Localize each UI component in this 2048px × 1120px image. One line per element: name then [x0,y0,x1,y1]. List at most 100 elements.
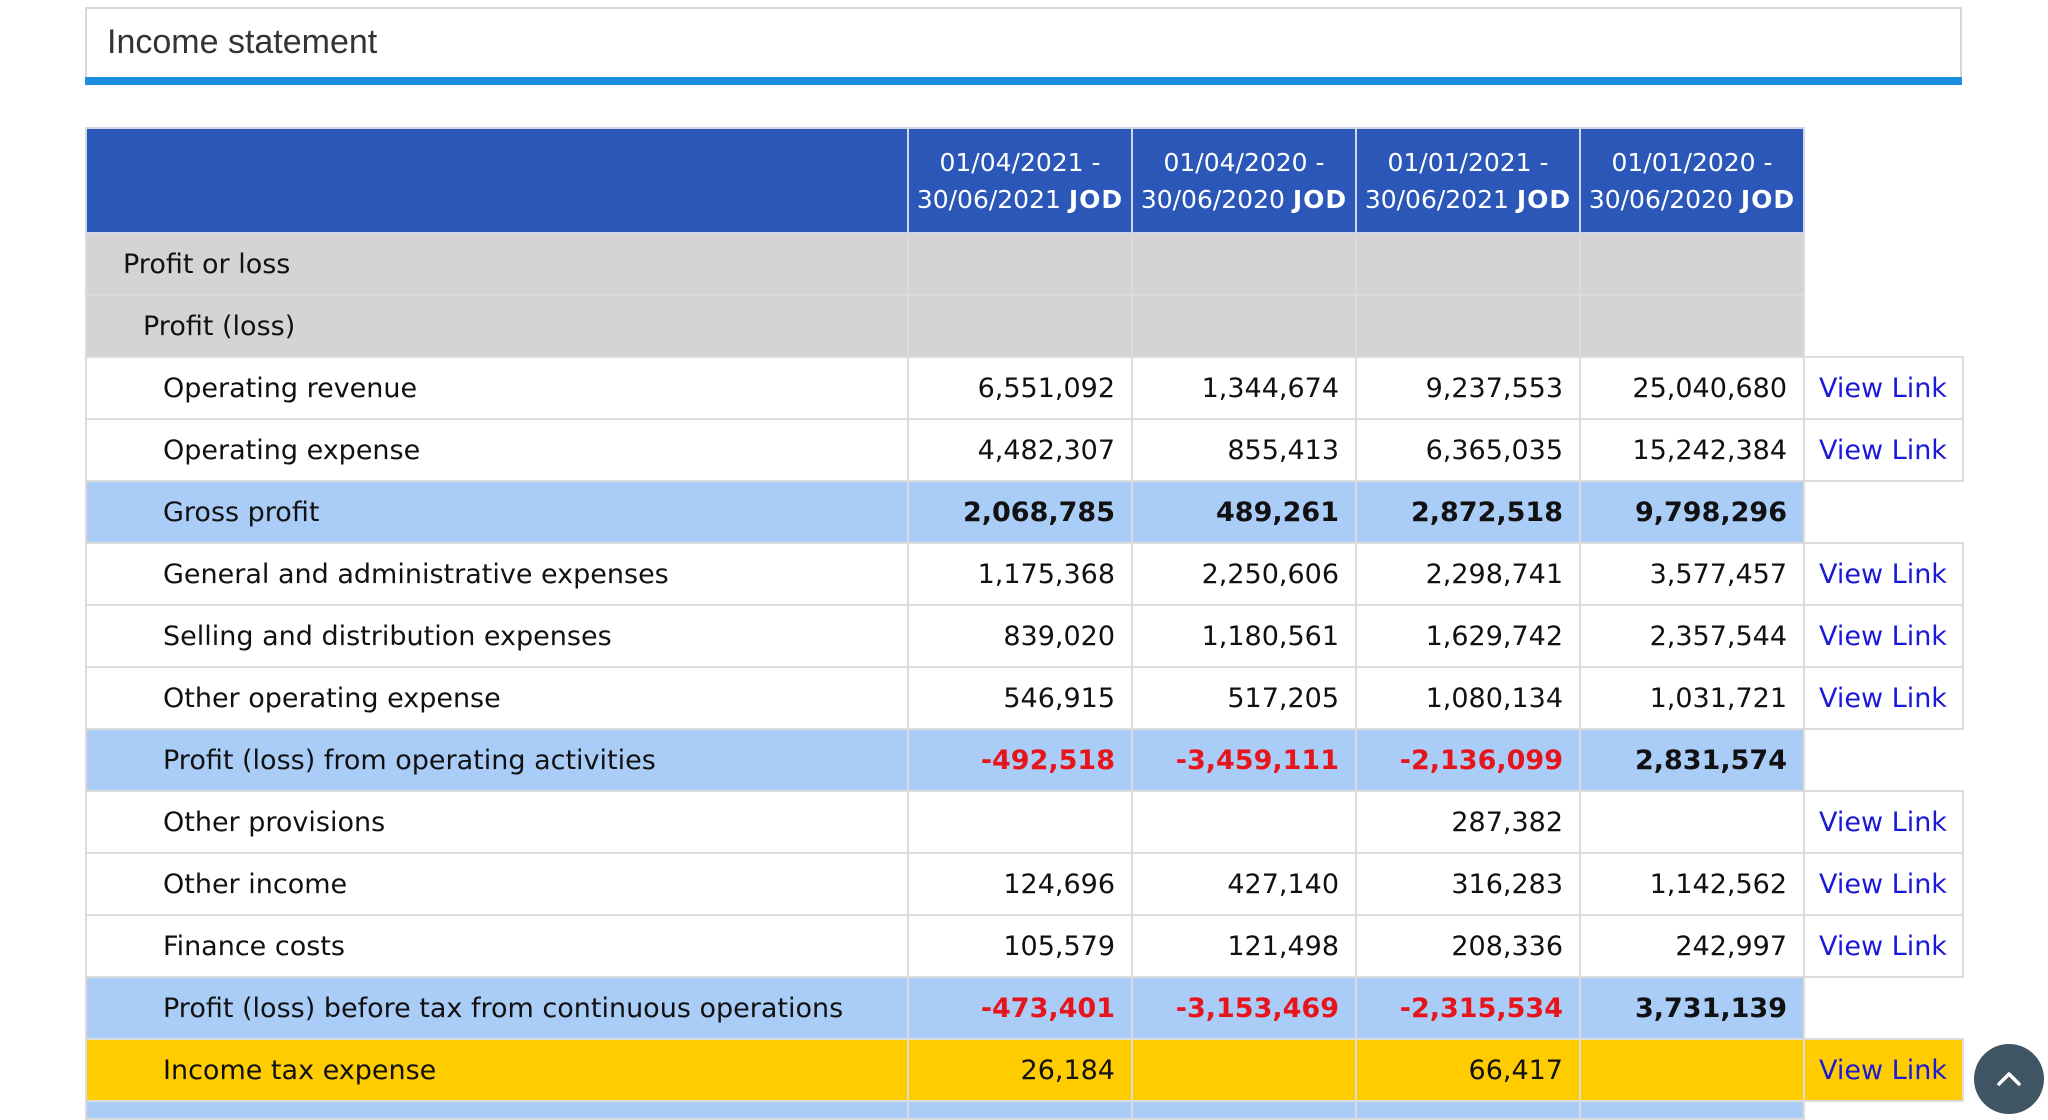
row-label: Profit (loss) from operating activities [85,728,909,792]
value-cell: 3,577,457 [1579,542,1805,606]
value-cell: 15,242,384 [1579,418,1805,482]
value-cell: 287,382 [1355,790,1581,854]
view-link[interactable]: View Link [1803,604,1964,668]
value-cell: 839,020 [907,604,1133,668]
value-cell [907,790,1133,854]
value-cell: 124,696 [907,852,1133,916]
value-cell: -2,136,099 [1355,728,1581,792]
row-label: Other income [85,852,909,916]
value-cell [1355,1100,1581,1120]
row-label: Gross profit [85,480,909,544]
value-cell: 9,798,296 [1579,480,1805,544]
period-column-header: 01/04/2021 - 30/06/2021 JOD [907,127,1133,234]
row-label: Other provisions [85,790,909,854]
value-cell: -492,518 [907,728,1133,792]
value-cell: 489,261 [1131,480,1357,544]
income-statement-panel-header: Income statement [85,7,1962,79]
row-label: Profit (loss) [85,294,909,358]
value-cell: 517,205 [1131,666,1357,730]
value-cell: 855,413 [1131,418,1357,482]
view-link[interactable]: View Link [1803,418,1964,482]
table-header-row: 01/04/2021 - 30/06/2021 JOD 01/04/2020 -… [85,127,1963,234]
value-cell [1579,790,1805,854]
value-cell: 208,336 [1355,914,1581,978]
value-cell: 105,579 [907,914,1133,978]
table-row-partial [85,1100,1963,1120]
row-label: Income tax expense [85,1038,909,1102]
chevron-up-icon [1997,1072,2021,1086]
value-cell: 1,175,368 [907,542,1133,606]
value-cell [1579,232,1805,296]
scroll-to-top-button[interactable] [1974,1044,2044,1114]
row-label: Other operating expense [85,666,909,730]
panel-title: Income statement [107,23,378,61]
value-cell [1579,294,1805,358]
view-link[interactable]: View Link [1803,356,1964,420]
value-cell: -3,459,111 [1131,728,1357,792]
value-cell: 546,915 [907,666,1133,730]
view-link[interactable]: View Link [1803,666,1964,730]
row-label: Selling and distribution expenses [85,604,909,668]
value-cell: 2,831,574 [1579,728,1805,792]
value-cell [1131,1038,1357,1102]
value-cell: 121,498 [1131,914,1357,978]
value-cell: 4,482,307 [907,418,1133,482]
table-body: Profit or loss Profit (loss) Operating rev… [85,232,1964,1120]
value-cell: 26,184 [907,1038,1133,1102]
view-link[interactable]: View Link [1803,1038,1964,1102]
table-row: Gross profit 2,068,785 489,261 2,872,518 9,7… [85,480,1963,544]
value-cell [1131,1100,1357,1120]
table-row: Profit (loss) before tax from continuous… [85,976,1963,1040]
row-label: Operating revenue [85,356,909,420]
empty-link-cell [1804,481,1963,543]
view-link[interactable]: View Link [1803,914,1964,978]
value-cell: 2,250,606 [1131,542,1357,606]
table-row: General and administrative expenses 1,175… [85,542,1964,606]
value-cell [1131,294,1357,358]
table-row: Profit (loss) [85,294,1963,358]
empty-link-cell [1804,729,1963,791]
table-row: Other operating expense 546,915 517,205 1,0… [85,666,1964,730]
label-column-header [85,127,909,234]
value-cell: 2,872,518 [1355,480,1581,544]
link-column-header [1804,128,1963,233]
value-cell: 2,068,785 [907,480,1133,544]
value-cell: 1,180,561 [1131,604,1357,668]
view-link[interactable]: View Link [1803,790,1964,854]
panel-title-underline [85,77,1962,85]
period-column-header: 01/01/2021 - 30/06/2021 JOD [1355,127,1581,234]
value-cell: -3,153,469 [1131,976,1357,1040]
value-cell: 3,731,139 [1579,976,1805,1040]
value-cell [907,294,1133,358]
value-cell: -473,401 [907,976,1133,1040]
period-end: 30/06/2021 [916,184,1061,214]
value-cell: 427,140 [1131,852,1357,916]
row-label: Operating expense [85,418,909,482]
table-row: Finance costs 105,579 121,498 208,336 242,99… [85,914,1964,978]
table-row: Other income 124,696 427,140 316,283 1,142,5… [85,852,1964,916]
value-cell: 1,629,742 [1355,604,1581,668]
value-cell: -2,315,534 [1355,976,1581,1040]
table-row: Profit or loss [85,232,1963,296]
period-end: 30/06/2020 [1140,184,1285,214]
value-cell: 25,040,680 [1579,356,1805,420]
value-cell: 1,080,134 [1355,666,1581,730]
period-column-header: 01/04/2020 - 30/06/2020 JOD [1131,127,1357,234]
income-statement-table: 01/04/2021 - 30/06/2021 JOD 01/04/2020 -… [85,127,1964,1120]
period-start: 01/04/2021 - [939,147,1101,177]
view-link[interactable]: View Link [1803,542,1964,606]
period-column-header: 01/01/2020 - 30/06/2020 JOD [1579,127,1805,234]
value-cell [907,1100,1133,1120]
row-label: Profit or loss [85,232,909,296]
value-cell [1355,232,1581,296]
table-row: Selling and distribution expenses 839,020… [85,604,1964,668]
value-cell [1355,294,1581,358]
value-cell [1579,1100,1805,1120]
view-link[interactable]: View Link [1803,852,1964,916]
value-cell [85,1100,909,1120]
value-cell [1804,1101,1963,1119]
value-cell: 1,142,562 [1579,852,1805,916]
currency-unit: JOD [1292,184,1348,214]
currency-unit: JOD [1740,184,1796,214]
table-row: Operating revenue 6,551,092 1,344,674 9,237… [85,356,1964,420]
